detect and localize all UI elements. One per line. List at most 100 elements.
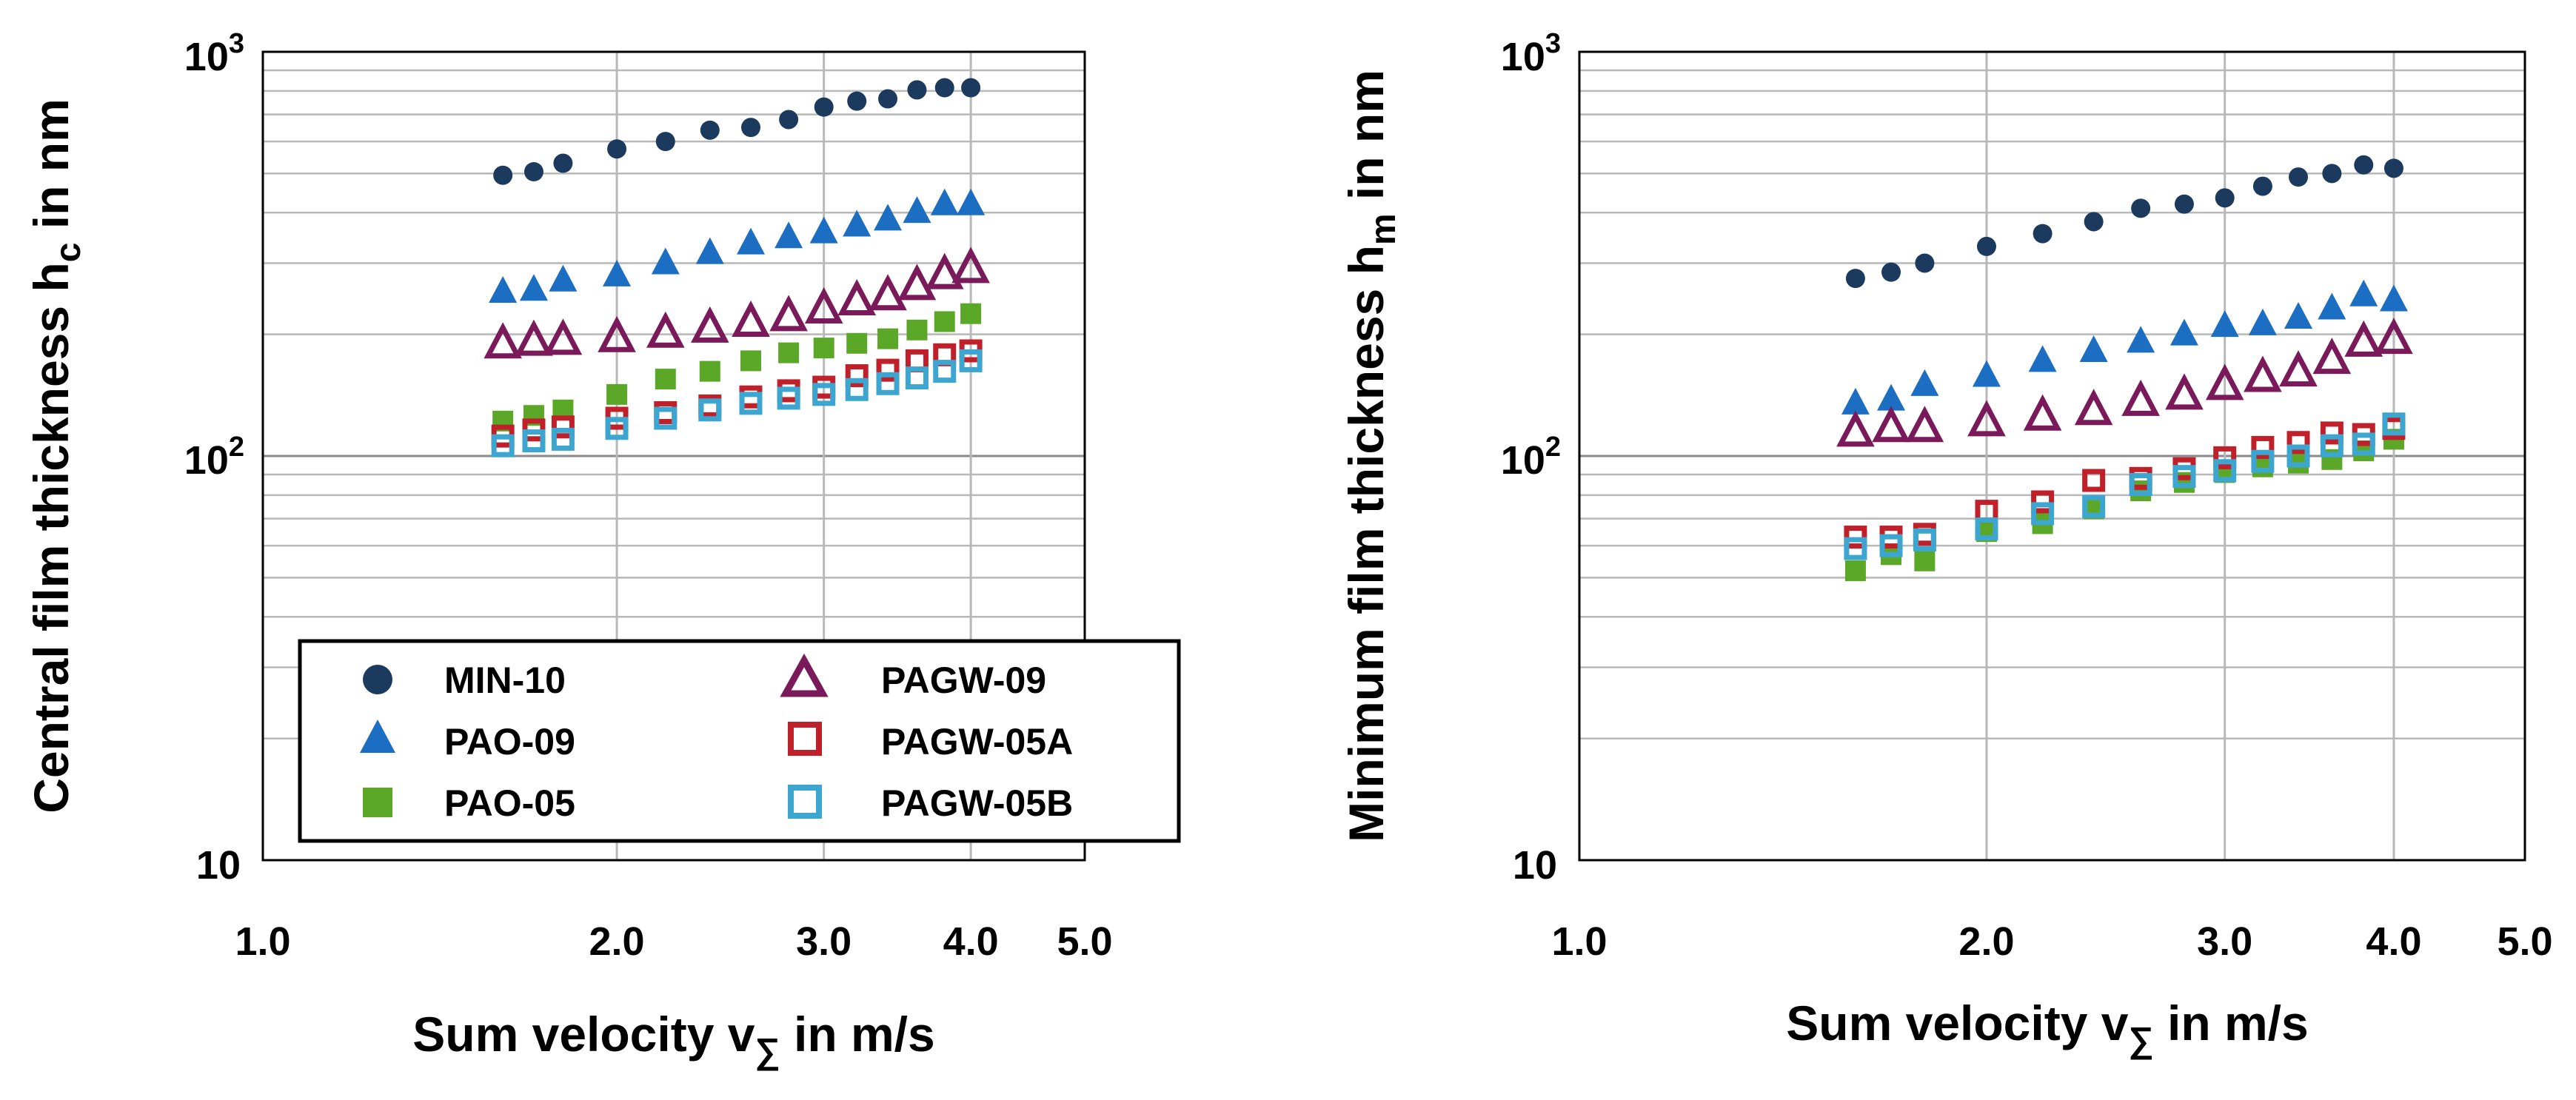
right-point-pagw-05b	[2213, 459, 2237, 483]
right-point-min-10	[2288, 167, 2308, 187]
right-point-pao-09	[1972, 360, 2001, 387]
right-point-pagw-05a	[2213, 446, 2237, 469]
left-point-min-10	[607, 139, 627, 159]
left-point-pao-05	[606, 383, 628, 405]
right-point-pagw-05b	[2382, 412, 2406, 436]
right-x-ticks: 1.0 2.0 3.0 4.0 5.0	[1551, 919, 2552, 964]
right-point-pagw-09	[2244, 355, 2282, 392]
right-point-pagw-05b	[2172, 465, 2196, 489]
left-point-pagw-05b	[959, 349, 983, 372]
left-point-pagw-05b	[551, 427, 575, 451]
legend-label-pagw-05a: PAGW-05A	[881, 721, 1073, 762]
left-point-min-10	[779, 110, 799, 130]
right-point-min-10	[2354, 155, 2374, 175]
right-point-pagw-05b	[2251, 449, 2275, 473]
right-point-pagw-05b	[2082, 494, 2106, 518]
left-point-pao-09	[603, 259, 632, 286]
left-point-min-10	[700, 120, 720, 140]
left-point-pao-05	[813, 338, 834, 359]
right-point-min-10	[1845, 269, 1865, 289]
legend-marker-pagw-05a	[788, 722, 822, 756]
legend-label-pagw-09: PAGW-09	[881, 660, 1046, 701]
right-data-points	[1836, 155, 2413, 582]
left-point-min-10	[814, 97, 834, 117]
right-point-pagw-09	[1836, 410, 1875, 447]
right-point-pao-09	[2248, 308, 2277, 335]
right-point-pagw-09	[2344, 320, 2383, 357]
right-point-pagw-09	[2375, 318, 2413, 355]
left-point-pagw-05a	[845, 364, 869, 388]
right-point-pao-09	[2028, 345, 2057, 372]
right-point-pagw-05a	[2031, 490, 2055, 514]
left-ytick-1000: 103	[184, 28, 244, 79]
left-x-axis-title: Sum velocity v∑ in m/s	[412, 1007, 934, 1071]
left-point-pagw-05b	[491, 434, 515, 457]
left-series-pagw-05b	[491, 349, 983, 457]
right-point-pao-09	[1910, 369, 1939, 396]
legend-marker-pagw-05b	[788, 785, 822, 819]
right-point-pagw-05b	[1975, 517, 1998, 541]
left-point-pagw-09	[869, 274, 907, 311]
left-point-pagw-09	[837, 278, 877, 315]
left-point-pagw-09	[543, 318, 583, 355]
legend-box	[298, 639, 1181, 843]
legend-label-pao-09: PAO-09	[444, 721, 575, 762]
left-point-pao-09	[651, 247, 680, 275]
right-point-min-10	[2383, 158, 2403, 178]
left-point-pao-09	[695, 237, 724, 264]
left-point-pao-09	[549, 264, 578, 292]
right-point-pagw-09	[2165, 373, 2204, 410]
left-point-pao-05	[934, 311, 955, 332]
legend-label-pao-05: PAO-05	[444, 782, 575, 824]
left-point-pao-09	[809, 216, 838, 244]
left-xtick-5-0: 5.0	[1057, 919, 1112, 964]
legend-label-pagw-05b: PAGW-05B	[881, 782, 1073, 824]
right-series-pagw-05b	[1844, 412, 2406, 560]
right-point-min-10	[2131, 198, 2151, 218]
right-point-pagw-09	[1872, 406, 1910, 443]
right-point-min-10	[2174, 194, 2194, 214]
right-x-axis-title: Sum velocity v∑ in m/s	[1786, 996, 2308, 1060]
right-xtick-4-0: 4.0	[2366, 919, 2421, 964]
right-point-pagw-05b	[2129, 473, 2152, 497]
legend-entry-pagw-05b: PAGW-05B	[788, 782, 1073, 824]
right-point-min-10	[2084, 212, 2104, 232]
legend-marker-pao-09	[360, 720, 395, 753]
legend-entry-pagw-09: PAGW-09	[780, 653, 1046, 701]
right-point-pao-09	[2169, 318, 2198, 346]
left-point-min-10	[493, 165, 513, 185]
left-point-pagw-05b	[739, 392, 763, 415]
right-point-pao-09	[2127, 326, 2155, 353]
left-point-pagw-09	[951, 247, 990, 284]
right-ytick-10: 10	[1513, 843, 1557, 888]
left-xtick-2-0: 2.0	[589, 919, 645, 964]
right-point-pao-09	[2284, 302, 2312, 329]
left-y-axis-title: Central film thickness hc in nm	[24, 98, 88, 814]
left-point-pagw-05b	[777, 386, 800, 410]
left-point-pagw-09	[690, 306, 729, 343]
right-ytick-1000: 103	[1501, 28, 1561, 79]
left-point-pagw-09	[598, 315, 636, 352]
left-point-pagw-05a	[551, 415, 575, 439]
right-point-pao-05	[1914, 550, 1936, 571]
left-point-pagw-09	[804, 286, 843, 323]
right-plot-frame	[1578, 50, 2526, 862]
left-series-min-10	[493, 78, 981, 185]
right-xtick-3-0: 3.0	[2197, 919, 2252, 964]
left-point-pagw-09	[484, 322, 522, 359]
right-series-pao-05	[1844, 429, 2404, 582]
right-series-min-10	[1845, 155, 2403, 289]
right-point-pagw-05b	[1844, 537, 1867, 560]
legend-marker-min-10	[363, 665, 392, 694]
right-point-pagw-09	[2205, 363, 2244, 400]
right-panel: 1.0 2.0 3.0 4.0 5.0 103 102 10 Minimum film …	[1339, 28, 2553, 1060]
left-point-pagw-09	[646, 311, 685, 348]
left-point-min-10	[740, 118, 760, 138]
left-point-pagw-05b	[654, 406, 678, 430]
right-series-pao-09	[1841, 279, 2408, 415]
legend-marker-pagw-09	[780, 653, 829, 697]
right-point-pagw-05b	[1913, 528, 1936, 551]
right-xtick-1-0: 1.0	[1551, 919, 1607, 964]
left-panel: 1.0 2.0 3.0 4.0 5.0 103 102 10 Central film …	[24, 28, 1181, 1071]
